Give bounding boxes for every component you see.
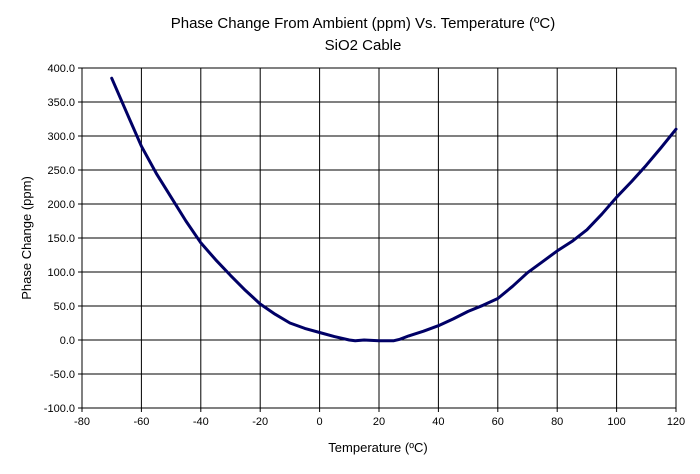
plot-area: -80 -60 -40 -20 0 20 40 60 80 100 120 -100.0 -50.0 0.… xyxy=(44,63,685,428)
plot-frame xyxy=(81,67,677,409)
x-tick-label: 100 xyxy=(607,416,625,428)
y-tick-label: -100.0 xyxy=(44,403,75,415)
y-tick-label: 400.0 xyxy=(47,63,75,75)
x-tick-label: 120 xyxy=(667,416,685,428)
x-tick-label: -80 xyxy=(74,416,90,428)
x-tick-label: -60 xyxy=(133,416,149,428)
series-line xyxy=(110,76,678,343)
x-tick-label: -40 xyxy=(193,416,209,428)
x-tick-label: -20 xyxy=(252,416,268,428)
y-axis-label: Phase Change (ppm) xyxy=(19,176,34,300)
y-tick-label: 350.0 xyxy=(47,97,75,109)
x-tick-label: 60 xyxy=(492,416,504,428)
y-tick-label: -50.0 xyxy=(50,369,75,381)
x-axis-label: Temperature (ºC) xyxy=(328,440,427,455)
chart-subtitle: SiO2 Cable xyxy=(325,37,402,54)
y-tick-label: 100.0 xyxy=(47,267,75,279)
x-tick-label: 40 xyxy=(432,416,444,428)
x-tick-label: 80 xyxy=(551,416,563,428)
y-tick-label: 50.0 xyxy=(54,301,75,313)
y-tick-label: 0.0 xyxy=(60,335,75,347)
y-tick-label: 250.0 xyxy=(47,165,75,177)
chart-title: Phase Change From Ambient (ppm) Vs. Temp… xyxy=(171,15,556,32)
y-tick-label: 300.0 xyxy=(47,131,75,143)
y-tick-label: 150.0 xyxy=(47,233,75,245)
x-tick-label: 20 xyxy=(373,416,385,428)
x-tick-label: 0 xyxy=(317,416,323,428)
y-tick-label: 200.0 xyxy=(47,199,75,211)
